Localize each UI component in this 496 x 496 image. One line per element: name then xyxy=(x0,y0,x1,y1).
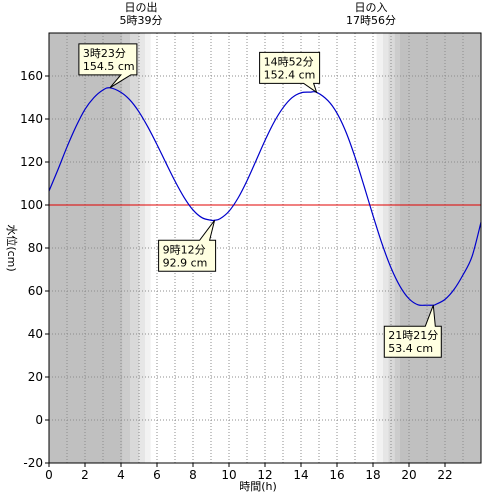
tide-series xyxy=(48,87,482,306)
x-tick-label: 18 xyxy=(365,468,380,482)
y-tick-label: 120 xyxy=(20,155,43,169)
x-tick-label: 6 xyxy=(153,468,161,482)
twilight-band xyxy=(130,33,139,463)
y-tick-label: 100 xyxy=(20,198,43,212)
sunset-time: 17時56分 xyxy=(346,14,396,27)
twilight-band xyxy=(122,33,130,463)
x-tick-label: 14 xyxy=(293,468,308,482)
y-tick-label: -20 xyxy=(23,456,43,470)
annotation-value: 53.4 cm xyxy=(388,342,433,355)
x-tick-label: 0 xyxy=(45,468,53,482)
annotation-value: 152.4 cm xyxy=(264,68,316,81)
x-tick-label: 10 xyxy=(221,468,236,482)
annotation-time: 3時23分 xyxy=(83,47,126,60)
x-tick-label: 22 xyxy=(437,468,452,482)
y-tick-label: 60 xyxy=(28,284,43,298)
annotation-value: 154.5 cm xyxy=(83,60,135,73)
annotation-time: 14時52分 xyxy=(264,55,314,68)
x-tick-label: 12 xyxy=(257,468,272,482)
night-band xyxy=(400,33,481,463)
axis-ticks: 0 2 4 6 8 10 12 14 16 18 20 22-20020406080100120140… xyxy=(20,69,453,482)
annotation-value: 92.9 cm xyxy=(163,256,208,269)
tide-line xyxy=(48,87,482,306)
annotation-box xyxy=(259,51,321,94)
sunset-label: 日の入 17時56分 xyxy=(346,1,396,27)
annotation-time: 9時12分 xyxy=(163,243,206,256)
y-tick-label: 160 xyxy=(20,69,43,83)
y-tick-label: 80 xyxy=(28,241,43,255)
x-tick-label: 16 xyxy=(329,468,344,482)
x-tick-label: 4 xyxy=(117,468,125,482)
annotation-box xyxy=(383,305,442,358)
y-tick-label: 140 xyxy=(20,112,43,126)
x-tick-label: 8 xyxy=(189,468,197,482)
annotation-time: 21時21分 xyxy=(388,329,438,342)
sunrise-title: 日の出 xyxy=(125,0,158,14)
y-tick-label: 0 xyxy=(35,413,43,427)
sunset-title: 日の入 xyxy=(355,1,388,14)
y-axis-title: 水位(cm) xyxy=(5,224,19,271)
annotation-box xyxy=(78,43,138,89)
y-tick-label: 40 xyxy=(28,327,43,341)
y-tick-label: 20 xyxy=(28,370,43,384)
x-tick-label: 20 xyxy=(401,468,416,482)
annotation-box xyxy=(158,219,217,272)
x-axis-title: 時間(h) xyxy=(239,480,277,493)
sunrise-time: 5時39分 xyxy=(120,14,163,27)
sunrise-label: 日の出 5時39分 xyxy=(120,0,163,27)
x-tick-label: 2 xyxy=(81,468,89,482)
